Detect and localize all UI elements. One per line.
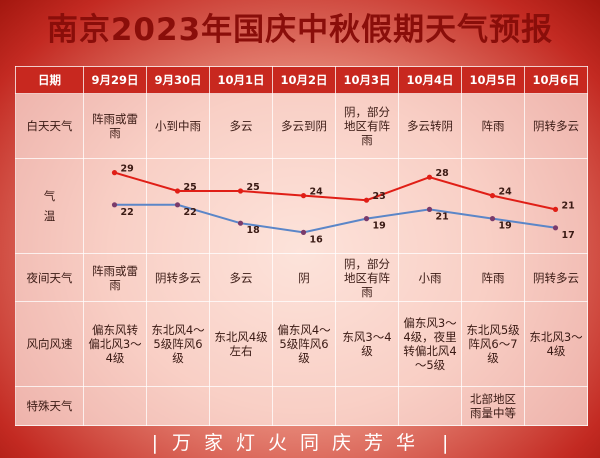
temperature-cell [209, 158, 273, 254]
footer-slogan: 万家灯火同庆芳华 [171, 432, 428, 454]
special-weather-cell [272, 386, 336, 426]
date-cell: 10月1日 [209, 66, 273, 94]
night-weather-cell: 阴转多云 [524, 253, 588, 302]
date-cell: 10月6日 [524, 66, 588, 94]
wind-cell: 偏东风3～4级，夜里转偏北风4～5级 [398, 301, 462, 387]
special-weather-cell [83, 386, 147, 426]
temperature-cell [461, 158, 525, 254]
date-cell: 9月30日 [146, 66, 210, 94]
wind-cell: 东北风4～5级阵风6级 [146, 301, 210, 387]
day-weather-cell: 多云转阴 [398, 93, 462, 159]
day-weather-cell: 多云到阴 [272, 93, 336, 159]
night-weather-cell: 阴 [272, 253, 336, 302]
wind-cell: 偏东风转偏北风3～4级 [83, 301, 147, 387]
date-cell: 10月4日 [398, 66, 462, 94]
row-label: 夜间天气 [15, 253, 84, 302]
special-weather-cell [146, 386, 210, 426]
night-weather-cell: 小雨 [398, 253, 462, 302]
forecast-table: 日期 9月29日 9月30日 10月1日 10月2日 10月3日 10月4日 1… [15, 66, 588, 426]
wind-row: 风向风速 偏东风转偏北风3～4级 东北风4～5级阵风6级 东北风4级左右 偏东风… [15, 301, 588, 387]
footer-bar-right: | [442, 432, 449, 454]
row-label: 气温 [15, 158, 84, 254]
date-cell: 10月3日 [335, 66, 399, 94]
temperature-cell [83, 158, 147, 254]
day-weather-cell: 多云 [209, 93, 273, 159]
date-cell: 10月5日 [461, 66, 525, 94]
day-weather-cell: 阵雨或雷雨 [83, 93, 147, 159]
night-weather-cell: 阴转多云 [146, 253, 210, 302]
temperature-cell [398, 158, 462, 254]
special-weather-cell [335, 386, 399, 426]
night-weather-cell: 阵雨或雷雨 [83, 253, 147, 302]
row-label: 特殊天气 [15, 386, 84, 426]
night-weather-cell: 多云 [209, 253, 273, 302]
special-weather-cell [524, 386, 588, 426]
row-label: 风向风速 [15, 301, 84, 387]
date-cell: 10月2日 [272, 66, 336, 94]
date-cell: 9月29日 [83, 66, 147, 94]
wind-cell: 偏东风4～5级阵风6级 [272, 301, 336, 387]
corner-label: 日期 [15, 66, 84, 94]
footer-banner: | 万家灯火同庆芳华 | [0, 428, 600, 458]
temperature-cell [146, 158, 210, 254]
special-weather-cell [209, 386, 273, 426]
row-label: 白天天气 [15, 93, 84, 159]
temperature-label: 气温 [43, 189, 56, 223]
header-row: 日期 9月29日 9月30日 10月1日 10月2日 10月3日 10月4日 1… [15, 66, 588, 94]
wind-cell: 东风3～4级 [335, 301, 399, 387]
day-weather-cell: 小到中雨 [146, 93, 210, 159]
page-title: 南京2023年国庆中秋假期天气预报 [46, 12, 554, 48]
temperature-cell [272, 158, 336, 254]
day-weather-cell: 阴，部分地区有阵雨 [335, 93, 399, 159]
wind-cell: 东北风4级左右 [209, 301, 273, 387]
special-weather-row: 特殊天气 北部地区雨量中等 [15, 386, 588, 426]
forecast-panel: 日期 9月29日 9月30日 10月1日 10月2日 10月3日 10月4日 1… [15, 66, 588, 426]
special-weather-cell: 北部地区雨量中等 [461, 386, 525, 426]
footer-bar-left: | [151, 432, 158, 454]
wind-cell: 东北风5级阵风6～7级 [461, 301, 525, 387]
day-weather-cell: 阵雨 [461, 93, 525, 159]
night-weather-cell: 阵雨 [461, 253, 525, 302]
night-weather-row: 夜间天气 阵雨或雷雨 阴转多云 多云 阴 阴，部分地区有阵雨 小雨 阵雨 阴转多… [15, 253, 588, 302]
day-weather-row: 白天天气 阵雨或雷雨 小到中雨 多云 多云到阴 阴，部分地区有阵雨 多云转阴 阵… [15, 93, 588, 159]
day-weather-cell: 阴转多云 [524, 93, 588, 159]
temperature-row: 气温 [15, 158, 588, 254]
night-weather-cell: 阴，部分地区有阵雨 [335, 253, 399, 302]
temperature-cell [524, 158, 588, 254]
special-weather-cell [398, 386, 462, 426]
temperature-cell [335, 158, 399, 254]
wind-cell: 东北风3～4级 [524, 301, 588, 387]
